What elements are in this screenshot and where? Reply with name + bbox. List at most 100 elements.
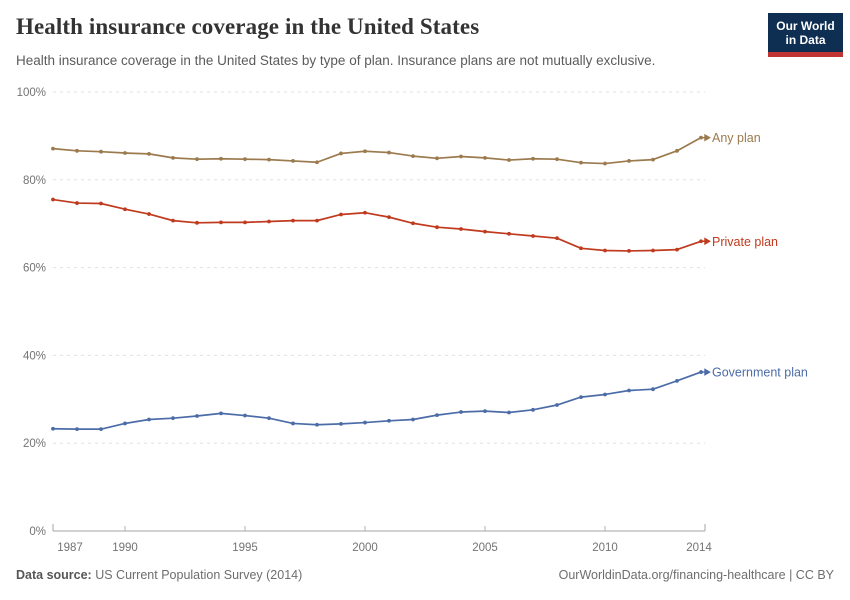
- data-point: [483, 409, 487, 414]
- data-point: [531, 156, 535, 161]
- data-point: [363, 420, 367, 425]
- logo-line-2: in Data: [785, 33, 826, 47]
- data-point: [411, 417, 415, 422]
- logo-line-1: Our World: [776, 19, 835, 33]
- y-axis-tick-label: 80%: [23, 175, 46, 187]
- data-point: [219, 156, 223, 161]
- data-point: [195, 220, 199, 225]
- series-line-government-plan: [52, 371, 702, 431]
- data-point: [147, 151, 151, 156]
- data-point: [555, 236, 559, 241]
- owid-logo[interactable]: Our World in Data: [768, 13, 843, 57]
- data-point: [267, 416, 271, 421]
- series-label-arrow: [702, 237, 711, 246]
- series-line-private-plan: [52, 198, 702, 252]
- data-point: [243, 220, 247, 225]
- data-point: [51, 146, 55, 151]
- chart-footer: Data source: US Current Population Surve…: [16, 568, 834, 582]
- data-point: [699, 370, 703, 374]
- data-point: [339, 151, 343, 156]
- data-point: [219, 411, 223, 416]
- data-point: [171, 218, 175, 223]
- series-label-arrow: [702, 368, 711, 376]
- data-point: [51, 426, 55, 431]
- series-label: Any plan: [712, 131, 761, 145]
- data-point: [699, 239, 703, 244]
- data-source-text: US Current Population Survey (2014): [91, 568, 303, 582]
- data-point: [675, 247, 679, 252]
- data-point: [435, 413, 439, 418]
- data-point: [315, 218, 319, 223]
- data-point: [267, 219, 271, 224]
- data-point: [699, 135, 703, 140]
- data-point: [75, 427, 79, 432]
- data-point: [507, 231, 511, 236]
- data-point: [75, 148, 79, 153]
- data-point: [651, 248, 655, 253]
- data-point: [459, 227, 463, 231]
- data-point: [579, 395, 583, 400]
- x-axis-tick-label: 2000: [352, 542, 378, 554]
- data-point: [507, 410, 511, 415]
- page-title: Health insurance coverage in the United …: [16, 14, 480, 39]
- x-axis-tick-label: 1990: [112, 542, 138, 554]
- y-axis-tick-label: 20%: [23, 438, 46, 450]
- y-axis-tick-label: 60%: [23, 263, 46, 275]
- data-point: [171, 416, 175, 421]
- data-point: [555, 403, 559, 407]
- data-point: [675, 378, 679, 383]
- data-point: [627, 249, 631, 253]
- x-axis-tick-label: 1987: [57, 542, 83, 554]
- data-point: [291, 218, 295, 223]
- series-label: Private plan: [712, 235, 778, 249]
- y-axis-tick-label: 40%: [23, 350, 46, 362]
- data-point: [339, 421, 343, 426]
- x-axis-tick-label: 2014: [686, 542, 712, 554]
- data-point: [171, 155, 175, 160]
- data-point: [147, 212, 151, 216]
- data-point: [219, 220, 223, 225]
- y-axis-tick-label: 0%: [29, 526, 46, 538]
- chart-subtitle: Health insurance coverage in the United …: [16, 53, 656, 68]
- data-point: [243, 413, 247, 418]
- data-point: [387, 150, 391, 155]
- data-point: [51, 197, 55, 202]
- data-point: [627, 159, 631, 163]
- footer-link[interactable]: OurWorldinData.org/financing-healthcare …: [558, 568, 834, 582]
- data-point: [483, 229, 487, 234]
- data-point: [435, 156, 439, 161]
- x-axis-tick-label: 2010: [592, 542, 618, 554]
- data-point: [363, 149, 367, 154]
- data-point: [411, 154, 415, 158]
- data-point: [435, 225, 439, 230]
- data-point: [267, 157, 271, 162]
- data-point: [579, 246, 583, 251]
- data-point: [315, 422, 319, 427]
- data-point: [123, 207, 127, 212]
- data-source: Data source: US Current Population Surve…: [16, 568, 302, 582]
- data-point: [459, 154, 463, 159]
- data-source-label: Data source:: [16, 568, 92, 582]
- data-point: [411, 221, 415, 226]
- data-point: [123, 421, 127, 426]
- data-point: [651, 387, 655, 392]
- data-point: [579, 160, 583, 165]
- data-point: [99, 427, 103, 432]
- data-point: [603, 248, 607, 253]
- data-point: [555, 157, 559, 162]
- data-point: [315, 160, 319, 165]
- data-point: [99, 201, 103, 206]
- data-point: [195, 157, 199, 162]
- data-point: [99, 149, 103, 154]
- series-line-any-plan: [52, 136, 702, 165]
- data-point: [507, 158, 511, 162]
- data-point: [363, 210, 367, 215]
- data-point: [123, 151, 127, 155]
- data-point: [603, 161, 607, 166]
- data-point: [675, 148, 679, 153]
- data-point: [387, 215, 391, 220]
- x-axis-tick-label: 2005: [472, 542, 498, 554]
- series-label-arrow: [702, 133, 711, 142]
- data-point: [603, 392, 607, 397]
